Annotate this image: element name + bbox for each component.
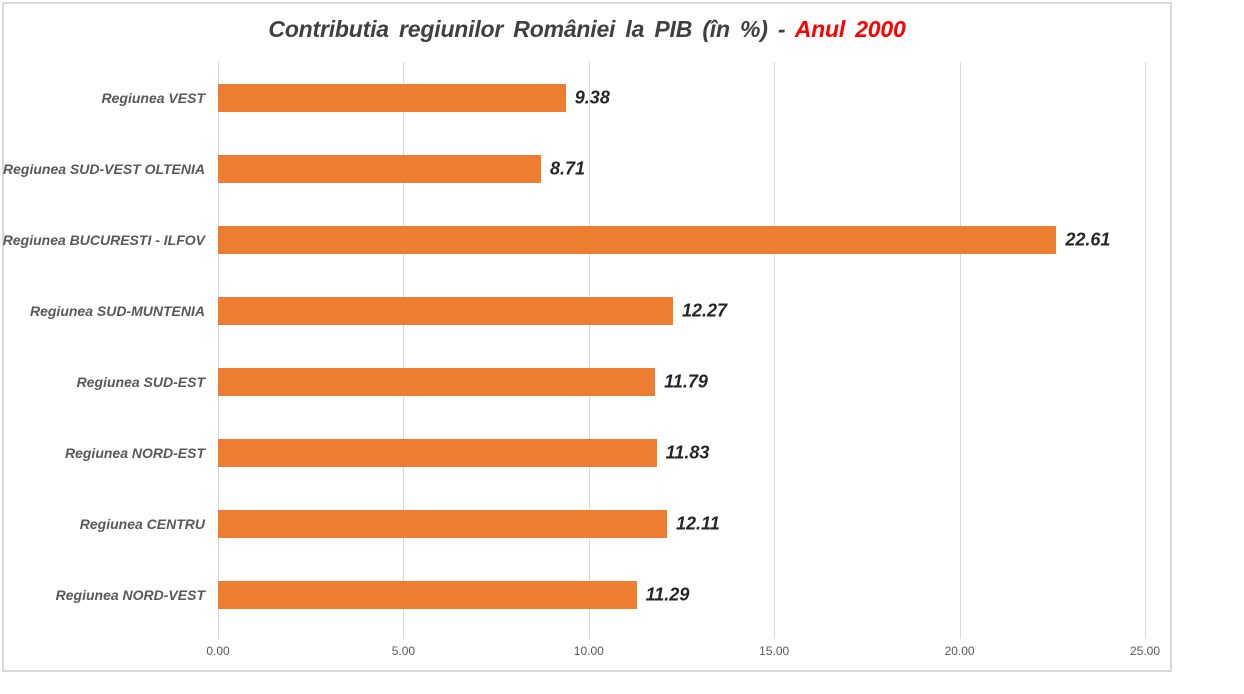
x-axis-tick-label: 20.00 bbox=[944, 644, 975, 658]
bar bbox=[218, 296, 673, 325]
bar bbox=[218, 154, 541, 183]
x-axis-tick-mark bbox=[959, 630, 961, 639]
chart-frame: Contributia regiunilor României la PIB (… bbox=[2, 2, 1172, 672]
x-gridline bbox=[1145, 62, 1146, 630]
x-axis-tick-mark bbox=[1145, 630, 1146, 639]
x-axis-tick-mark bbox=[588, 630, 590, 639]
x-gridline bbox=[218, 62, 219, 630]
x-gridline bbox=[588, 62, 590, 630]
bar bbox=[218, 367, 656, 396]
bar bbox=[218, 83, 566, 112]
category-label: Regiunea SUD-VEST OLTENIA bbox=[3, 160, 205, 177]
category-label: Regiunea BUCURESTI - ILFOV bbox=[2, 231, 205, 248]
chart-title: Contributia regiunilor României la PIB (… bbox=[4, 16, 1170, 43]
x-axis-tick-label: 0.00 bbox=[206, 644, 230, 658]
category-label: Regiunea SUD-MUNTENIA bbox=[29, 302, 205, 319]
bar-value-label: 11.83 bbox=[665, 442, 710, 462]
x-gridline bbox=[403, 62, 405, 630]
category-label: Regiunea SUD-EST bbox=[76, 373, 205, 390]
category-label: Regiunea VEST bbox=[101, 89, 205, 106]
x-gridline bbox=[959, 62, 961, 630]
x-axis-tick-label: 5.00 bbox=[391, 644, 416, 658]
bar bbox=[218, 225, 1057, 254]
x-axis-tick-mark bbox=[403, 630, 405, 639]
bar-value-label: 11.79 bbox=[664, 371, 708, 391]
x-axis-tick-mark bbox=[218, 630, 219, 639]
bar-value-label: 8.71 bbox=[549, 158, 585, 178]
chart-title-main: Contributia regiunilor României la PIB (… bbox=[268, 16, 795, 42]
chart-title-highlight: Anul 2000 bbox=[794, 16, 906, 42]
category-label: Regiunea NORD-EST bbox=[64, 444, 205, 461]
bar-value-label: 9.38 bbox=[574, 87, 610, 107]
category-label: Regiunea NORD-VEST bbox=[55, 586, 205, 603]
bar-value-label: 11.29 bbox=[645, 584, 690, 604]
bar-value-label: 12.27 bbox=[681, 300, 728, 320]
bar-value-label: 22.61 bbox=[1065, 229, 1111, 249]
x-axis-tick-mark bbox=[774, 630, 776, 639]
bar bbox=[218, 509, 668, 538]
x-axis-tick-label: 15.00 bbox=[759, 644, 790, 658]
plot-area: 0.00 5.00 10.00 15.00 20.00 25.00 Regiunea VES… bbox=[3, 62, 1160, 658]
bar-value-label: 12.11 bbox=[676, 513, 720, 533]
bar bbox=[218, 438, 657, 467]
x-axis-tick-label: 25.00 bbox=[1129, 644, 1161, 658]
category-label: Regiunea CENTRU bbox=[79, 515, 205, 532]
x-axis-tick-label: 10.00 bbox=[573, 644, 604, 658]
bar bbox=[218, 580, 637, 609]
x-gridline bbox=[774, 62, 776, 630]
